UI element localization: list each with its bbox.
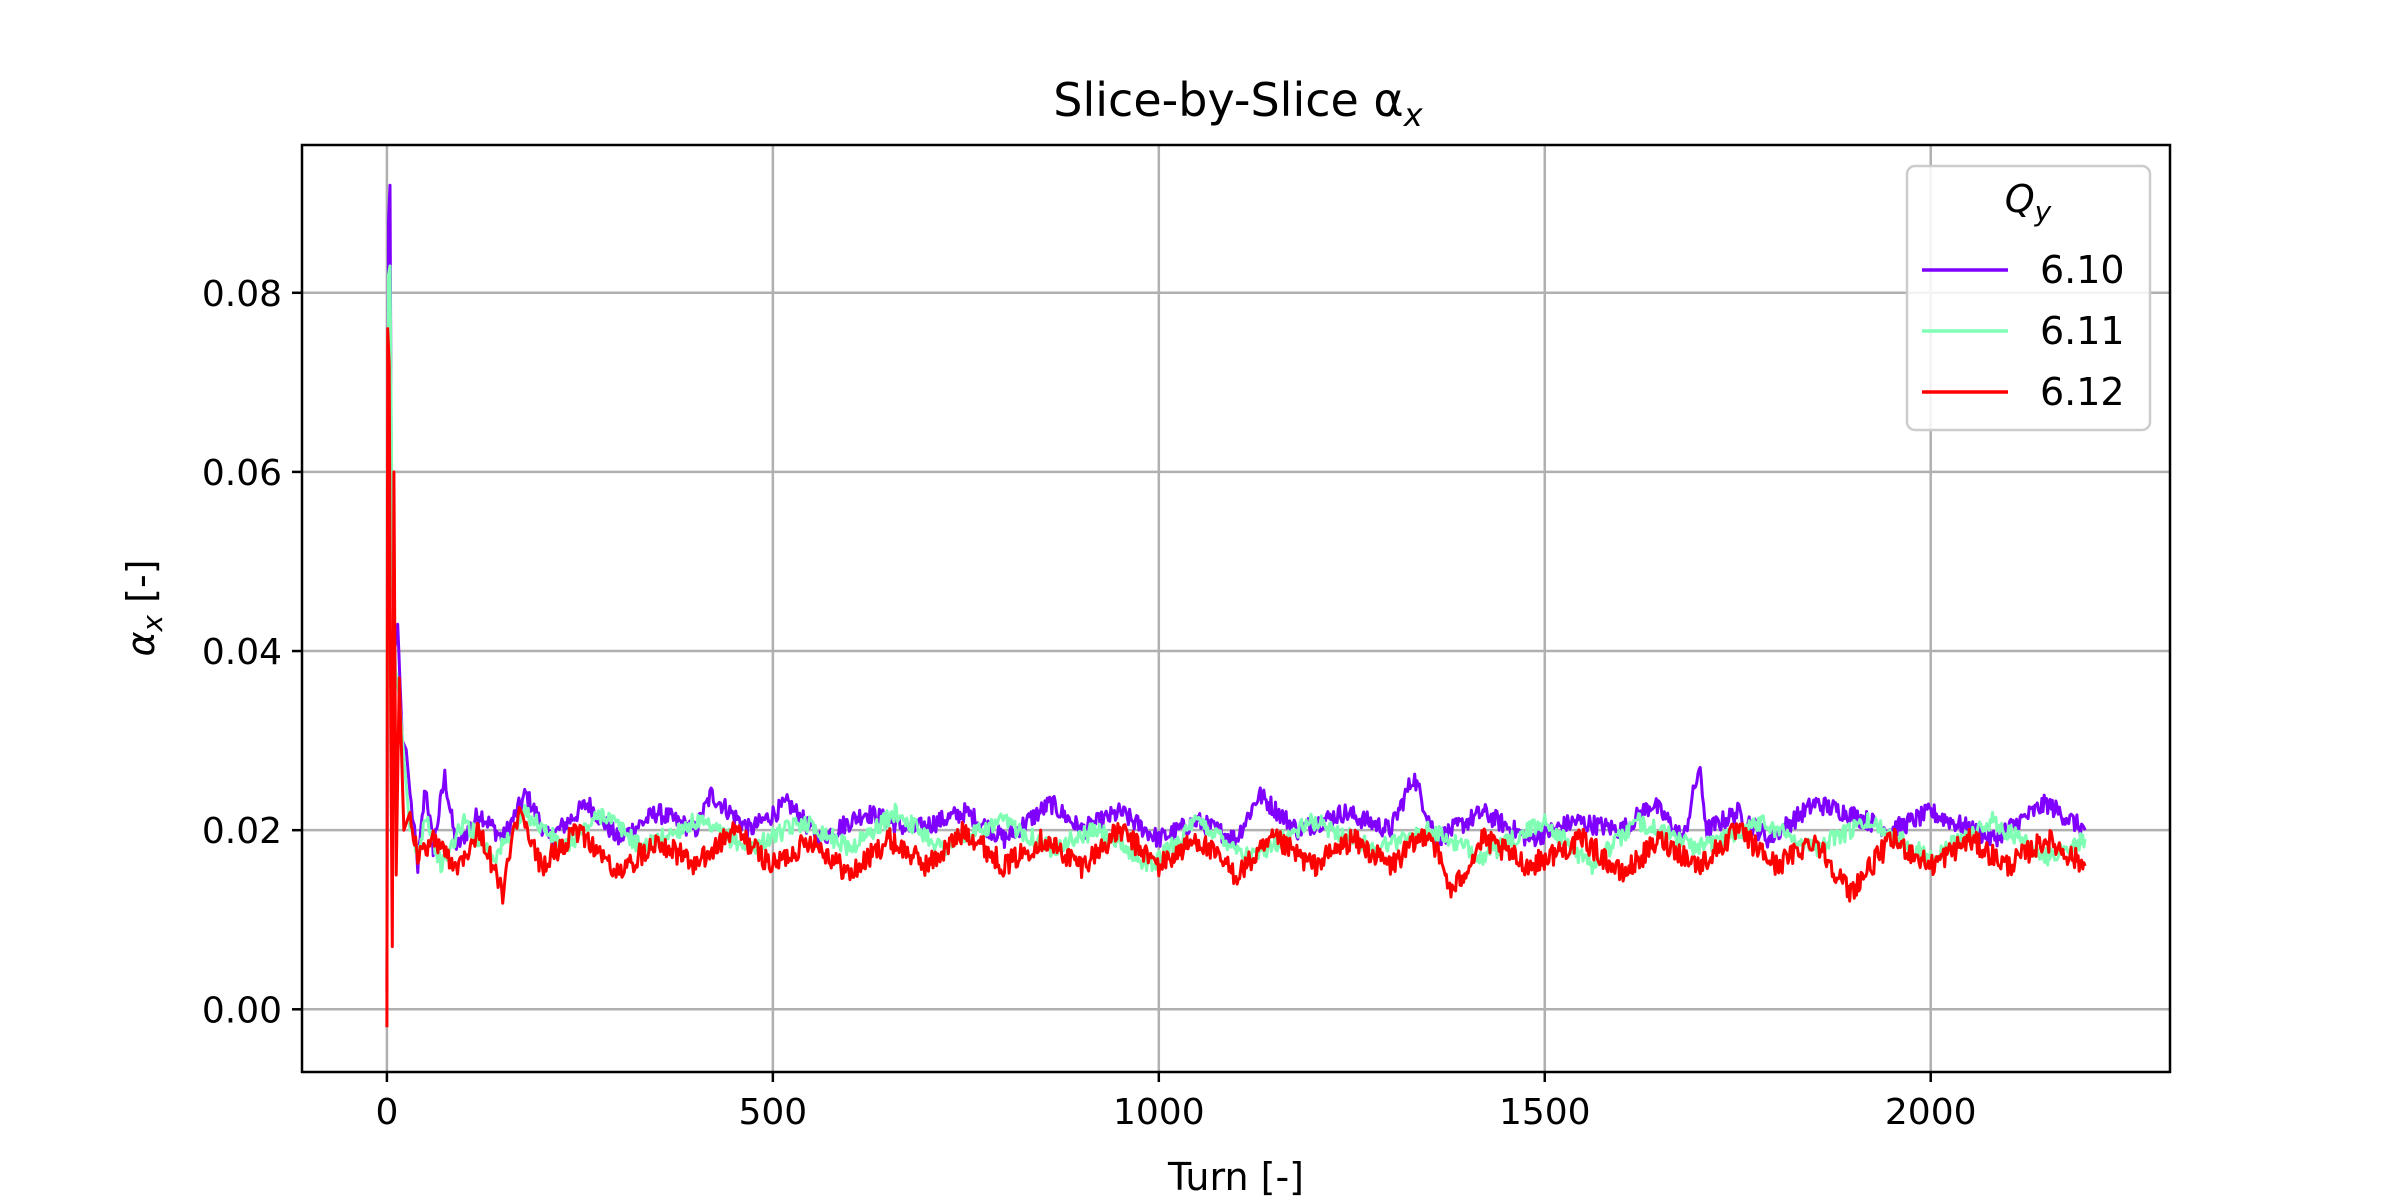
- legend-box: [1905, 164, 2152, 432]
- legend-title-subscript: y: [2034, 195, 2052, 228]
- x-tick-label: 2000: [1885, 1092, 1977, 1133]
- y-tick-label: 0.06: [202, 453, 282, 494]
- chart-title-subscript: x: [1403, 96, 1424, 134]
- x-tick-label: 500: [739, 1092, 808, 1133]
- series-line-6.12: [385, 327, 2087, 1028]
- x-tick-label: 1500: [1499, 1092, 1591, 1133]
- legend-title: Qy: [2005, 177, 2052, 228]
- legend-entry-label: 6.12: [2040, 370, 2125, 414]
- legend-entries: 6.10 6.11 6.12: [1922, 248, 2125, 414]
- legend: Qy 6.10 6.11 6.12: [1905, 164, 2152, 432]
- y-axis: 0.00 0.02 0.04 0.06 0.08: [202, 274, 302, 1031]
- legend-entry-label: 6.11: [2040, 309, 2125, 353]
- y-tick-label: 0.00: [202, 990, 282, 1031]
- legend-entry-label: 6.10: [2040, 248, 2125, 292]
- y-tick-label: 0.04: [202, 632, 282, 673]
- plot-frame: [300, 143, 2172, 1074]
- series-line-6.11: [385, 264, 2087, 974]
- y-tick-label: 0.08: [202, 274, 282, 315]
- series-layer: [385, 183, 2087, 1028]
- chart-title: Slice-by-Slice αx: [1053, 73, 1423, 134]
- x-axis-label: Turn [-]: [1167, 1155, 1304, 1199]
- series-line-6.10: [385, 183, 2087, 992]
- y-tick-label: 0.02: [202, 811, 282, 852]
- x-tick-label: 1000: [1113, 1092, 1205, 1133]
- x-axis: 0 500 1000 1500 2000: [375, 1072, 1977, 1133]
- y-axis-label-subscript: x: [136, 614, 169, 632]
- grid: [302, 145, 2170, 1072]
- y-axis-label-unit: [-]: [119, 559, 163, 614]
- x-tick-label: 0: [375, 1092, 398, 1133]
- y-axis-label: αx [-]: [119, 559, 169, 656]
